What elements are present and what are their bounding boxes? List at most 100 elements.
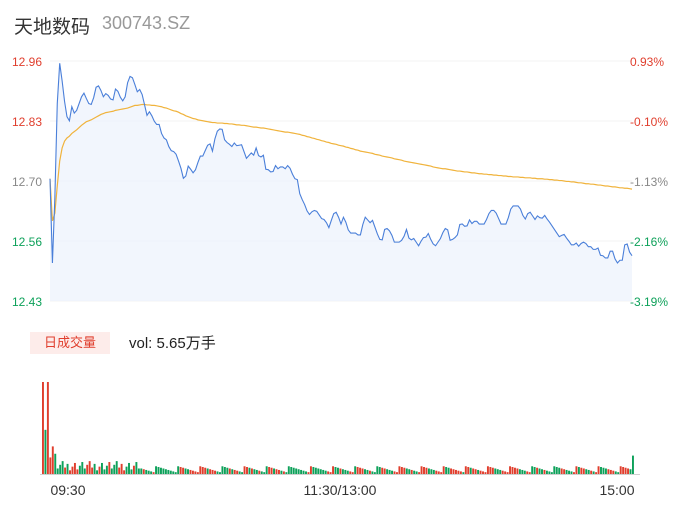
stock-code: 300743.SZ bbox=[102, 13, 191, 33]
volume-bar bbox=[590, 470, 593, 474]
volume-bar bbox=[236, 470, 239, 474]
volume-bar bbox=[368, 470, 371, 474]
y-tick-left: 12.70 bbox=[12, 175, 42, 189]
x-tick-label: 09:30 bbox=[50, 482, 85, 498]
volume-bar bbox=[425, 467, 428, 474]
volume-bar bbox=[250, 468, 253, 474]
volume-bar bbox=[381, 467, 384, 474]
volume-bar bbox=[88, 461, 91, 474]
volume-bar bbox=[523, 470, 526, 474]
volume-bar bbox=[499, 469, 502, 474]
volume-bar bbox=[366, 469, 369, 474]
volume-bar bbox=[467, 467, 470, 474]
volume-bar bbox=[105, 465, 108, 474]
volume-bar bbox=[248, 467, 251, 474]
volume-bar bbox=[182, 467, 185, 474]
volume-bar bbox=[545, 470, 548, 474]
volume-bar bbox=[400, 467, 403, 474]
volume-bar bbox=[228, 468, 231, 474]
volume-bar bbox=[319, 469, 322, 474]
volume-bar bbox=[322, 469, 325, 474]
volume-bar bbox=[344, 469, 347, 474]
volume-bar bbox=[270, 467, 273, 474]
volume-bar bbox=[354, 466, 357, 474]
volume-bar bbox=[61, 461, 64, 474]
volume-bar bbox=[553, 466, 556, 474]
volume-bar bbox=[514, 467, 516, 474]
y-tick-left: 12.43 bbox=[12, 295, 42, 309]
volume-bar bbox=[160, 467, 162, 474]
volume-bar bbox=[287, 466, 290, 474]
volume-bar bbox=[442, 466, 445, 474]
volume-bar bbox=[120, 463, 123, 474]
volume-bar bbox=[577, 467, 580, 474]
volume-bar bbox=[509, 466, 512, 474]
volume-bar bbox=[282, 471, 285, 474]
volume-bar bbox=[42, 382, 44, 474]
y-tick-right: -3.19% bbox=[630, 295, 668, 309]
volume-bar bbox=[334, 467, 337, 474]
volume-bar bbox=[103, 469, 106, 474]
volume-bar bbox=[214, 470, 217, 474]
volume-bar bbox=[167, 469, 170, 474]
volume-bar bbox=[632, 455, 634, 474]
volume-bar bbox=[617, 472, 620, 474]
volume-bar bbox=[280, 470, 283, 474]
volume-bar bbox=[364, 469, 366, 474]
volume-bar bbox=[172, 471, 175, 474]
volume-bar bbox=[472, 468, 475, 474]
volume-bar bbox=[521, 469, 524, 474]
volume-bar bbox=[592, 471, 595, 474]
volume-bar bbox=[482, 471, 484, 474]
volume-bar bbox=[101, 462, 103, 474]
volume-bar bbox=[219, 472, 221, 474]
volume-bar bbox=[130, 469, 133, 474]
volume-bar bbox=[548, 471, 551, 474]
volume-bar bbox=[491, 467, 494, 474]
y-tick-right: -0.10% bbox=[630, 115, 668, 129]
volume-bar bbox=[612, 470, 615, 474]
volume-bar bbox=[391, 470, 394, 474]
volume-bar bbox=[386, 469, 389, 474]
volume-bar bbox=[536, 467, 539, 474]
volume-bar bbox=[459, 471, 462, 474]
volume-bars bbox=[40, 382, 640, 475]
volume-bar bbox=[123, 470, 126, 474]
volume-bar bbox=[44, 429, 47, 474]
volume-bar bbox=[71, 466, 74, 474]
volume-bar bbox=[194, 471, 197, 474]
volume-bar bbox=[479, 470, 482, 474]
x-tick-label: 15:00 bbox=[599, 482, 634, 498]
volume-bar bbox=[474, 469, 477, 474]
volume-bar bbox=[339, 468, 342, 474]
volume-bar bbox=[445, 467, 448, 474]
volume-badge: 日成交量 bbox=[30, 332, 110, 354]
volume-bar bbox=[110, 468, 113, 474]
volume-bar bbox=[420, 466, 423, 474]
volume-bar bbox=[373, 472, 376, 474]
volume-bar bbox=[290, 467, 293, 474]
volume-bar bbox=[118, 467, 121, 474]
volume-bar bbox=[199, 466, 202, 474]
volume-bar bbox=[550, 472, 553, 474]
volume-bar bbox=[484, 472, 487, 474]
volume-bar bbox=[486, 466, 489, 474]
volume-bar bbox=[356, 467, 359, 474]
volume-bar bbox=[565, 469, 568, 474]
volume-bar bbox=[423, 467, 425, 474]
volume-bar bbox=[157, 467, 160, 474]
volume-bar bbox=[430, 469, 433, 474]
volume-bar bbox=[98, 466, 101, 474]
volume-bar bbox=[341, 469, 344, 474]
volume-bar bbox=[155, 466, 158, 474]
volume-bar bbox=[432, 469, 435, 474]
volume-bar bbox=[455, 469, 457, 474]
volume-bar bbox=[408, 469, 411, 474]
volume-bar bbox=[273, 468, 276, 474]
price-area-fill bbox=[50, 63, 632, 302]
volume-bar bbox=[191, 470, 194, 474]
volume-bar bbox=[555, 467, 558, 474]
volume-bar bbox=[452, 469, 455, 474]
volume-readout: vol: 5.65万手 bbox=[129, 335, 216, 352]
